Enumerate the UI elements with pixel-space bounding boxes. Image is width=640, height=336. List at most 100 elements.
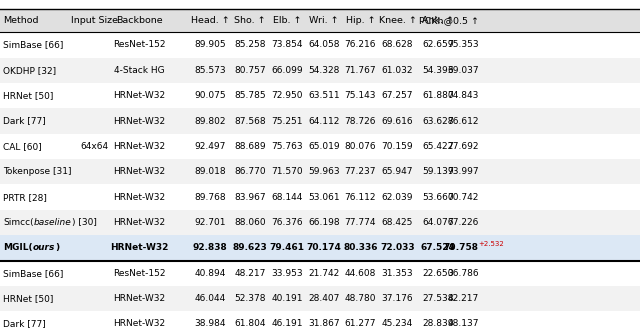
Bar — [0, 109, 640, 134]
Text: 44.608: 44.608 — [344, 269, 376, 278]
Text: 65.947: 65.947 — [381, 167, 413, 176]
Text: 76.112: 76.112 — [344, 193, 376, 202]
Text: 62.039: 62.039 — [381, 193, 413, 202]
Text: 92.838: 92.838 — [193, 243, 227, 252]
Text: Knee. ↑: Knee. ↑ — [378, 16, 417, 25]
Text: baseline: baseline — [34, 218, 72, 227]
Text: Wri. ↑: Wri. ↑ — [309, 16, 339, 25]
Text: HRNet-W32: HRNet-W32 — [113, 294, 166, 303]
Text: 61.032: 61.032 — [381, 66, 413, 75]
Text: 70.159: 70.159 — [381, 142, 413, 151]
Text: 64.076: 64.076 — [422, 218, 454, 227]
Text: 37.176: 37.176 — [381, 294, 413, 303]
Text: Simcc(: Simcc( — [3, 218, 34, 227]
Text: 69.616: 69.616 — [381, 117, 413, 126]
Text: 76.612: 76.612 — [447, 117, 479, 126]
Text: 66.099: 66.099 — [271, 66, 303, 75]
Text: 88.060: 88.060 — [234, 218, 266, 227]
Text: 4-Stack HG: 4-Stack HG — [114, 66, 165, 75]
Text: ResNet-152: ResNet-152 — [113, 269, 166, 278]
Text: HRNet-W32: HRNet-W32 — [113, 193, 166, 202]
Bar — [0, 83, 640, 109]
Text: 48.217: 48.217 — [234, 269, 266, 278]
Text: HRNet [50]: HRNet [50] — [3, 294, 54, 303]
Bar — [0, 32, 640, 58]
Text: HRNet-W32: HRNet-W32 — [110, 243, 169, 252]
Text: 85.573: 85.573 — [194, 66, 226, 75]
Text: 68.425: 68.425 — [381, 218, 413, 227]
Text: 64.112: 64.112 — [308, 117, 340, 126]
Text: 76.376: 76.376 — [271, 218, 303, 227]
Text: 36.786: 36.786 — [447, 269, 479, 278]
Text: Dark [77]: Dark [77] — [3, 320, 46, 329]
Text: OKDHP [32]: OKDHP [32] — [3, 66, 56, 75]
Text: 65.019: 65.019 — [308, 142, 340, 151]
Text: 61.277: 61.277 — [344, 320, 376, 329]
Text: 31.867: 31.867 — [308, 320, 340, 329]
Text: 62.659: 62.659 — [422, 40, 454, 49]
Text: 45.234: 45.234 — [382, 320, 413, 329]
Text: 74.843: 74.843 — [447, 91, 479, 100]
Text: 79.758: 79.758 — [444, 243, 479, 252]
Text: 33.953: 33.953 — [271, 269, 303, 278]
Text: 83.967: 83.967 — [234, 193, 266, 202]
Text: 86.770: 86.770 — [234, 167, 266, 176]
Text: 67.524: 67.524 — [420, 243, 455, 252]
Text: 89.623: 89.623 — [233, 243, 268, 252]
Text: 92.701: 92.701 — [194, 218, 226, 227]
Text: 68.144: 68.144 — [271, 193, 303, 202]
Text: 21.742: 21.742 — [308, 269, 339, 278]
Bar — [0, 58, 640, 83]
Text: 89.905: 89.905 — [194, 40, 226, 49]
Text: 77.226: 77.226 — [447, 218, 479, 227]
Text: 89.802: 89.802 — [194, 117, 226, 126]
Text: Dark [77]: Dark [77] — [3, 117, 46, 126]
Text: 64x64: 64x64 — [81, 142, 109, 151]
Text: 75.763: 75.763 — [271, 142, 303, 151]
Text: 64.058: 64.058 — [308, 40, 340, 49]
Bar — [0, 311, 640, 336]
Text: 85.258: 85.258 — [234, 40, 266, 49]
Text: 67.257: 67.257 — [381, 91, 413, 100]
Text: Backbone: Backbone — [116, 16, 163, 25]
Text: 40.191: 40.191 — [271, 294, 303, 303]
Text: HRNet [50]: HRNet [50] — [3, 91, 54, 100]
Text: 85.785: 85.785 — [234, 91, 266, 100]
Text: 70.742: 70.742 — [447, 193, 479, 202]
Text: 80.336: 80.336 — [343, 243, 378, 252]
Text: 28.407: 28.407 — [308, 294, 340, 303]
Bar — [0, 9, 640, 32]
Text: 54.393: 54.393 — [422, 66, 454, 75]
Text: MGIL(: MGIL( — [3, 243, 33, 252]
Text: HRNet-W32: HRNet-W32 — [113, 142, 166, 151]
Text: 61.804: 61.804 — [234, 320, 266, 329]
Text: 87.568: 87.568 — [234, 117, 266, 126]
Text: 72.950: 72.950 — [271, 91, 303, 100]
Text: 48.137: 48.137 — [447, 320, 479, 329]
Text: 46.191: 46.191 — [271, 320, 303, 329]
Text: ours: ours — [33, 243, 55, 252]
Bar — [0, 210, 640, 235]
Text: 76.216: 76.216 — [344, 40, 376, 49]
Text: Ank. ↑: Ank. ↑ — [422, 16, 454, 25]
Text: 61.880: 61.880 — [422, 91, 454, 100]
Bar — [0, 134, 640, 159]
Text: SimBase [66]: SimBase [66] — [3, 40, 63, 49]
Text: 90.075: 90.075 — [194, 91, 226, 100]
Bar — [0, 261, 640, 286]
Bar — [0, 286, 640, 311]
Text: 66.198: 66.198 — [308, 218, 340, 227]
Text: 54.328: 54.328 — [308, 66, 340, 75]
Text: 71.767: 71.767 — [344, 66, 376, 75]
Text: 77.237: 77.237 — [344, 167, 376, 176]
Text: 77.774: 77.774 — [344, 218, 376, 227]
Text: 28.839: 28.839 — [422, 320, 454, 329]
Text: Hip. ↑: Hip. ↑ — [346, 16, 375, 25]
Text: 63.511: 63.511 — [308, 91, 340, 100]
Text: 88.689: 88.689 — [234, 142, 266, 151]
Text: HRNet-W32: HRNet-W32 — [113, 320, 166, 329]
Text: 80.076: 80.076 — [344, 142, 376, 151]
Text: 48.780: 48.780 — [344, 294, 376, 303]
Text: ResNet-152: ResNet-152 — [113, 40, 166, 49]
Text: 73.997: 73.997 — [447, 167, 479, 176]
